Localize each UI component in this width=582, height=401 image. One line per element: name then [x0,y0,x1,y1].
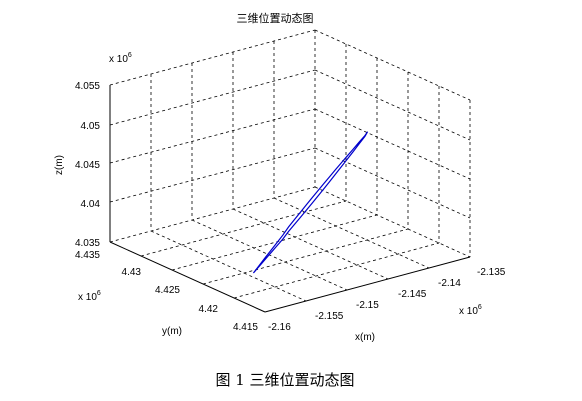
figure-caption: 图 1 三维位置动态图 [215,371,354,389]
trajectory-line-0 [252,131,369,274]
chart-title: 三维位置动态图 [237,11,314,25]
y-tick-label: 4.435 [75,250,100,261]
x-tick-label: -2.155 [315,311,344,322]
axes [109,85,471,313]
x-axis-label: x(m) [355,332,375,343]
y-tick-label: 4.415 [233,322,258,333]
grid-lines [109,29,471,302]
z-tick-label: 4.035 [75,238,100,249]
y-axis-label: y(m) [162,326,182,337]
x-tick-label: -2.14 [438,278,461,289]
z-tick-label: 4.05 [81,121,101,132]
x-tick-label: -2.15 [356,300,379,311]
x-tick-label: -2.145 [398,289,427,300]
x-tick-label: -2.135 [477,267,506,278]
z-tick-label: 4.04 [81,199,101,210]
x-exponent: x 106 [459,304,482,317]
trajectory-series [252,131,369,274]
x-tick-label: -2.16 [268,322,291,333]
y-exponent: x 106 [78,290,101,303]
z-axis-label: z(m) [54,155,65,175]
x-tick-labels: -2.16 -2.155 -2.15 -2.145 -2.14 -2.135 [268,267,506,333]
y-tick-label: 4.425 [155,285,180,296]
y-tick-label: 4.43 [122,267,142,278]
z-exponent: x 106 [109,52,132,65]
z-tick-labels: 4.035 4.04 4.045 4.05 4.055 [75,81,100,249]
z-tick-label: 4.045 [75,160,100,171]
z-tick-label: 4.055 [75,81,100,92]
y-tick-labels: 4.435 4.43 4.425 4.42 4.415 [75,250,258,333]
y-tick-label: 4.42 [199,304,219,315]
